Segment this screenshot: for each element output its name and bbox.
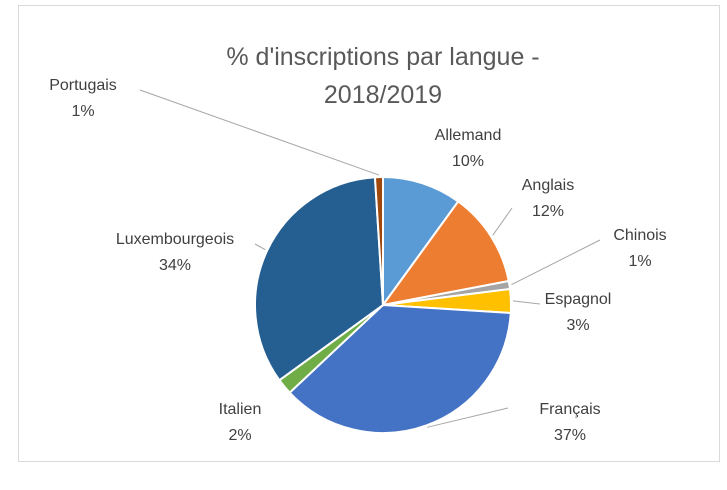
leader-line (492, 207, 513, 236)
data-label-name: Français (539, 401, 600, 418)
leader-line (512, 300, 541, 305)
chart-title: % d'inscriptions par langue - 2018/2019 (226, 43, 540, 109)
data-label-name: Luxembourgeois (116, 231, 234, 248)
data-label-name: Portugais (49, 77, 117, 94)
data-label-value: 1% (71, 103, 94, 120)
data-label-name: Italien (219, 401, 262, 418)
leader-line (254, 243, 266, 251)
pie-slice (288, 303, 512, 434)
leader-line (511, 239, 601, 286)
data-label-value: 2% (228, 427, 251, 444)
chart-frame (18, 5, 720, 462)
data-label-value: 12% (532, 203, 564, 220)
data-label-name: Allemand (435, 127, 502, 144)
leader-line (426, 407, 509, 428)
pie-slice (254, 176, 385, 382)
pie-slice (382, 175, 460, 309)
data-label-value: 1% (628, 253, 651, 270)
data-label-value: 34% (159, 257, 191, 274)
pie-slice (380, 200, 510, 307)
data-label-value: 10% (452, 153, 484, 170)
data-label-name: Espagnol (545, 291, 612, 308)
data-label-name: Chinois (613, 227, 666, 244)
data-label-value: 37% (554, 427, 586, 444)
data-label-value: 3% (566, 317, 589, 334)
pie-slice (373, 175, 384, 306)
leader-line (139, 89, 380, 176)
data-label-name: Anglais (522, 177, 574, 194)
